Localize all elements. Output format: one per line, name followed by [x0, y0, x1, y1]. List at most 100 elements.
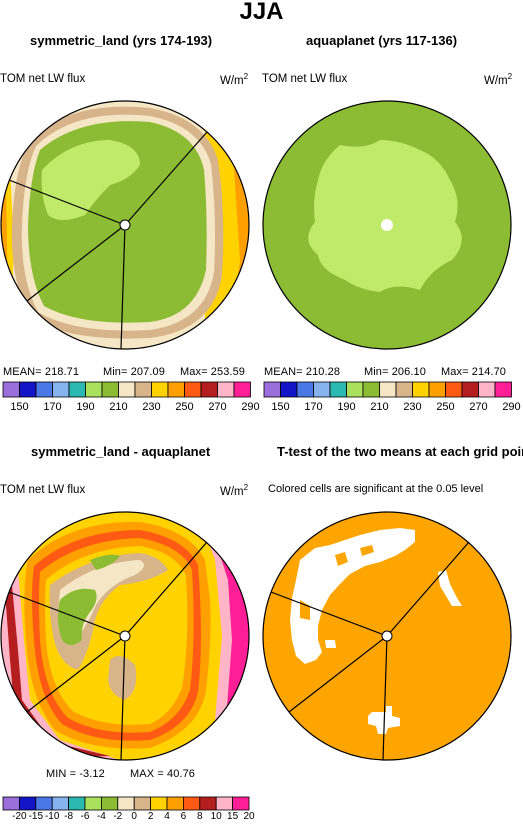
colorbar-tick-label: 8 [197, 811, 203, 822]
colorbar-tick-label: 250 [436, 401, 455, 413]
colorbar-cell [395, 381, 413, 398]
colorbar-tick-label: 150 [10, 401, 29, 413]
panel3-max: MAX = 40.76 [130, 768, 195, 780]
colorbar-cell [68, 381, 86, 398]
colorbar-cell [494, 381, 512, 398]
colorbar-tick-label: 10 [210, 811, 222, 822]
colorbar-tick-label: 20 [243, 811, 255, 822]
colorbar-cell [296, 381, 314, 398]
colorbar-tick-label: -8 [64, 811, 74, 822]
panel2-min: Min= 206.10 [364, 366, 426, 378]
colorbar-cell [35, 796, 53, 811]
colorbar-tick-label: 150 [271, 401, 290, 413]
colorbar-cell [263, 381, 281, 398]
panel4-sig-right [438, 570, 462, 606]
colorbar-cell [478, 381, 496, 398]
colorbar-tick-label: -6 [80, 811, 90, 822]
panel4-note: Colored cells are significant at the 0.0… [268, 483, 484, 495]
colorbar-cell [166, 796, 184, 811]
panel1-light-green [41, 140, 140, 220]
colorbar-cell [35, 381, 53, 398]
colorbar-cell [68, 796, 86, 811]
figure-title: JJA [239, 0, 284, 25]
panel3-brown-patch [108, 656, 137, 700]
panel2-variable: TOM net LW flux [262, 73, 348, 85]
panel4-title: T-test of the two means at each grid poi… [277, 444, 523, 459]
colorbar-cell [428, 381, 446, 398]
colorbar-tick-label: -20 [12, 811, 27, 822]
panel2-max: Max= 214.70 [441, 366, 507, 378]
panel3-variable: TOM net LW flux [0, 484, 86, 496]
colorbar-cell [151, 381, 169, 398]
colorbar-cell [101, 796, 119, 811]
colorbar-tick-label: 190 [337, 401, 356, 413]
colorbar-tick-label: 6 [180, 811, 187, 822]
colorbar-cell [313, 381, 331, 398]
colorbar-tick-label: 0 [131, 811, 137, 822]
panel1-unit: W/m2 [220, 72, 249, 87]
panel1-mean: MEAN= 218.71 [3, 366, 80, 378]
colorbar-cell [133, 796, 151, 811]
colorbar-tick-label: -2 [113, 811, 123, 822]
colorbar-tick-label: 170 [304, 401, 323, 413]
panel2-map [262, 100, 512, 350]
panel2-mean: MEAN= 210.28 [264, 366, 341, 378]
colorbar-cell [379, 381, 397, 398]
colorbar-tick-label: -15 [28, 811, 44, 822]
colorbar-cell [118, 381, 136, 398]
colorbar-tick-label: 170 [43, 401, 62, 413]
colorbar-cell [167, 381, 185, 398]
colorbar-cell [445, 381, 463, 398]
colorbar-tick-label: 230 [142, 401, 161, 413]
panel2-light-green [308, 140, 462, 292]
colorbar-tick-label: 270 [469, 401, 488, 413]
colorbar-cell [232, 796, 250, 811]
colorbar-cell [2, 381, 20, 398]
colorbar-tick-label: 210 [109, 401, 128, 413]
colorbar-cell [84, 796, 102, 811]
colorbar-cell [52, 381, 70, 398]
colorbar-cell [2, 796, 20, 811]
colorbar-cell [134, 381, 152, 398]
colorbar-cell [233, 381, 251, 398]
colorbar-tick-label: 190 [76, 401, 95, 413]
colorbar-tick-label: 4 [164, 811, 170, 822]
colorbar-cell [182, 796, 201, 811]
colorbar-cell [461, 381, 479, 398]
colorbar-cell [51, 796, 70, 811]
colorbar-tick-label: 15 [227, 811, 239, 822]
colorbar-panel1 [2, 381, 251, 398]
colorbar-tick-label: 210 [370, 401, 389, 413]
panel1-title: symmetric_land (yrs 174-193) [30, 33, 213, 48]
colorbar-cell [200, 381, 218, 398]
colorbar-cell [150, 796, 168, 811]
colorbar-cell [362, 381, 380, 398]
colorbar-tick-label: -10 [44, 811, 60, 822]
panel2-title: aquaplanet (yrs 117-136) [306, 33, 458, 48]
colorbar-cell [346, 381, 364, 398]
colorbar-tick-label: 290 [502, 401, 521, 413]
panel1-map [0, 100, 250, 350]
panel2-unit: W/m2 [484, 72, 513, 87]
colorbar-cell [217, 381, 235, 398]
panel4-map [262, 511, 512, 761]
colorbar-cell [184, 381, 202, 398]
colorbar-tick-label: 270 [208, 401, 227, 413]
colorbar-tick-label: 2 [147, 811, 154, 822]
colorbar-cell [280, 381, 298, 398]
colorbar-tick-label: -4 [96, 811, 106, 822]
colorbar-cell [18, 796, 37, 811]
panel4-sig-arc [290, 528, 415, 664]
panel3-map [0, 511, 250, 761]
colorbar-tick-label: 250 [175, 401, 194, 413]
colorbar-cell [117, 796, 135, 811]
panel3-green-region [57, 588, 97, 645]
panel3-title: symmetric_land - aquaplanet [31, 444, 211, 459]
colorbar-tick-label: 230 [403, 401, 422, 413]
panel1-max: Max= 253.59 [180, 366, 246, 378]
colorbar-cell [85, 381, 103, 398]
panel1-variable: TOM net LW flux [0, 73, 86, 85]
colorbar-panel3 [2, 796, 250, 811]
panel1-min: Min= 207.09 [103, 366, 165, 378]
